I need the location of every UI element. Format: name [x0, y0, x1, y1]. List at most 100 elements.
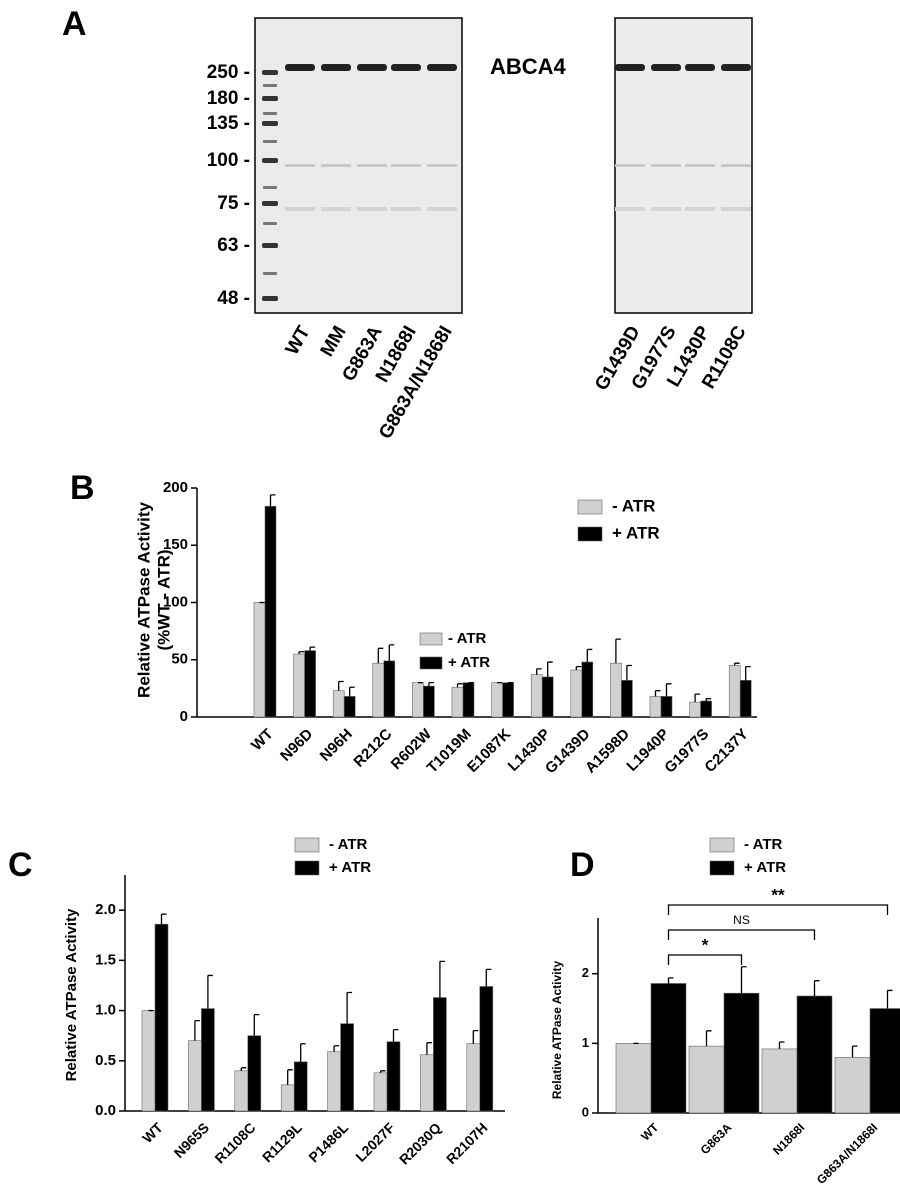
- protein-band: [391, 64, 421, 71]
- legend-label: - ATR: [448, 630, 486, 647]
- legend-swatch: [577, 526, 603, 542]
- x-tick-label: R1108C: [211, 1119, 258, 1166]
- error-bar: [298, 651, 305, 655]
- legend-swatch: [709, 860, 735, 876]
- x-tick-label: E1087K: [464, 726, 514, 776]
- bar: [462, 682, 475, 718]
- x-tick-label: R2030Q: [396, 1119, 444, 1167]
- minor-band: [721, 207, 751, 211]
- x-tick-label: R2107H: [443, 1119, 491, 1167]
- bar: [293, 1061, 308, 1112]
- bar: [610, 662, 622, 718]
- marker-label: 48 -: [217, 288, 250, 309]
- lane-label: WT: [282, 322, 315, 358]
- panel-label: B: [70, 469, 95, 507]
- error-bar: [388, 644, 395, 661]
- minor-band: [685, 164, 715, 167]
- legend-swatch: [419, 632, 443, 646]
- minor-band: [321, 207, 351, 211]
- bar: [621, 680, 633, 718]
- minor-band: [427, 164, 457, 167]
- minor-band: [357, 164, 387, 167]
- significance-label: NS: [733, 913, 750, 927]
- minor-band: [685, 207, 715, 211]
- marker-label: 100 -: [207, 150, 250, 171]
- bar: [502, 682, 514, 718]
- bar: [386, 1041, 401, 1112]
- minor-band: [615, 207, 645, 211]
- x-tick-label: N965S: [171, 1119, 213, 1161]
- bar: [332, 690, 345, 718]
- x-tick-label: G863A: [698, 1120, 735, 1157]
- error-bar: [379, 1070, 386, 1073]
- significance-label: *: [702, 935, 709, 954]
- error-bar: [472, 1030, 479, 1044]
- marker-label: 63 -: [217, 235, 250, 256]
- bar: [466, 1043, 481, 1112]
- x-tick-label: G863A/N1868I: [814, 1120, 881, 1187]
- minor-band: [615, 164, 645, 167]
- bar: [479, 986, 494, 1112]
- significance-bracket: [667, 929, 816, 940]
- y-tick-label: 0: [582, 1104, 589, 1119]
- y-tick-label: 2.0: [95, 901, 116, 918]
- significance-bracket: [667, 904, 889, 915]
- bar: [372, 662, 385, 718]
- error-bar: [705, 698, 712, 701]
- bar: [247, 1035, 262, 1112]
- ladder-band: [263, 222, 277, 225]
- marker-label: 250 -: [207, 62, 250, 83]
- error-bar: [575, 665, 582, 671]
- error-bar: [778, 1041, 785, 1049]
- error-bar: [626, 664, 632, 681]
- protein-band: [615, 64, 645, 71]
- error-bar: [377, 647, 384, 664]
- x-tick-label: N96D: [277, 726, 316, 765]
- y-tick-label: 2: [582, 965, 589, 980]
- bar: [234, 1070, 249, 1112]
- bar: [188, 1040, 202, 1112]
- minor-band: [321, 164, 351, 167]
- ladder-band: [263, 140, 277, 143]
- bar: [739, 680, 752, 718]
- bar: [304, 650, 316, 718]
- error-bar: [851, 1045, 858, 1058]
- bar: [649, 696, 662, 718]
- bar: [383, 660, 396, 718]
- x-tick-label: WT: [638, 1120, 662, 1144]
- x-tick-label: C2137Y: [701, 726, 751, 776]
- error-bar: [485, 968, 492, 987]
- legend-swatch: [294, 837, 320, 853]
- minor-band: [391, 207, 421, 211]
- bar: [615, 1043, 652, 1114]
- error-bar: [665, 683, 672, 697]
- minor-band: [391, 164, 421, 167]
- x-tick-label: L2027F: [352, 1119, 398, 1165]
- bar: [700, 700, 712, 718]
- minor-band: [651, 164, 681, 167]
- bar: [530, 674, 543, 718]
- error-bar: [287, 1069, 293, 1085]
- protein-band: [321, 64, 351, 71]
- error-bar: [207, 974, 213, 1009]
- error-bar: [456, 683, 463, 688]
- error-bar: [886, 989, 893, 1009]
- bar: [154, 923, 169, 1112]
- bar: [451, 686, 464, 718]
- x-tick-label: R1129L: [259, 1119, 305, 1165]
- marker-label: 135 -: [207, 113, 250, 134]
- bar: [340, 1023, 354, 1112]
- ladder-band: [262, 243, 278, 248]
- legend-label: - ATR: [744, 836, 782, 853]
- bar: [141, 1010, 156, 1112]
- ladder-band: [263, 84, 277, 87]
- x-tick-label: N1868I: [770, 1120, 807, 1157]
- protein-band: [721, 64, 751, 71]
- minor-band: [357, 207, 387, 211]
- minor-band: [427, 207, 457, 211]
- error-bar: [300, 1043, 306, 1062]
- y-tick-label: 1.5: [95, 951, 116, 968]
- bar: [796, 995, 833, 1114]
- minor-band: [651, 207, 681, 211]
- marker-label: 75 -: [217, 193, 250, 214]
